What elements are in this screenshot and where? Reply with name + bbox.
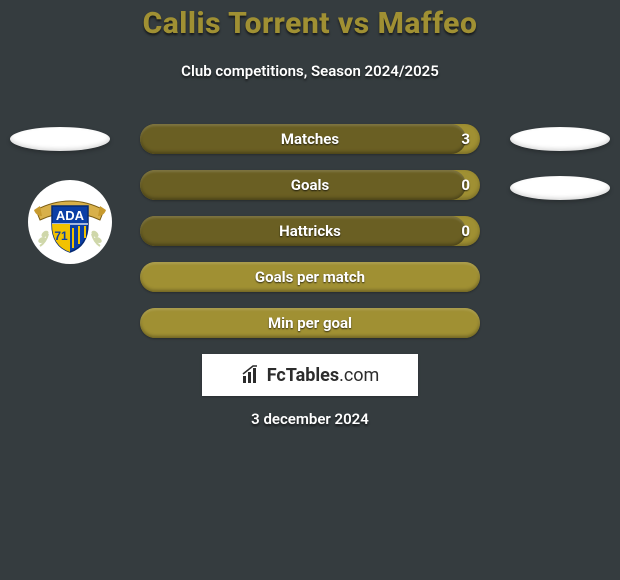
stat-bar-row: Goals per match (140, 262, 480, 292)
stat-bar-value: 0 (461, 170, 470, 200)
stat-bar-value: 0 (461, 216, 470, 246)
bars-icon (241, 365, 261, 385)
stat-bar-row: Goals0 (140, 170, 480, 200)
logo-text: FcTables.com (267, 365, 380, 386)
badge-letters: ADA (56, 208, 85, 223)
player-right-avatar-placeholder (510, 127, 610, 151)
stat-bars: Matches3Goals0Hattricks0Goals per matchM… (140, 124, 480, 354)
stat-bar-label: Matches (140, 124, 480, 154)
stat-bar-row: Min per goal (140, 308, 480, 338)
comparison-subtitle: Club competitions, Season 2024/2025 (0, 62, 620, 80)
player-left-avatar-placeholder (10, 127, 110, 151)
snapshot-date: 3 december 2024 (0, 410, 620, 428)
badge-number: 71 (54, 229, 68, 243)
stat-bar-value: 3 (461, 124, 470, 154)
stat-bar-label: Goals per match (140, 262, 480, 292)
fctables-logo: FcTables.com (202, 354, 418, 396)
comparison-title: Callis Torrent vs Maffeo (0, 6, 620, 41)
stat-bar-label: Hattricks (140, 216, 480, 246)
player-left-club-badge: ADA 71 (28, 180, 112, 264)
player-right-club-placeholder (510, 176, 610, 200)
stat-bar-row: Matches3 (140, 124, 480, 154)
stat-bar-label: Min per goal (140, 308, 480, 338)
stat-bar-label: Goals (140, 170, 480, 200)
stat-bar-row: Hattricks0 (140, 216, 480, 246)
